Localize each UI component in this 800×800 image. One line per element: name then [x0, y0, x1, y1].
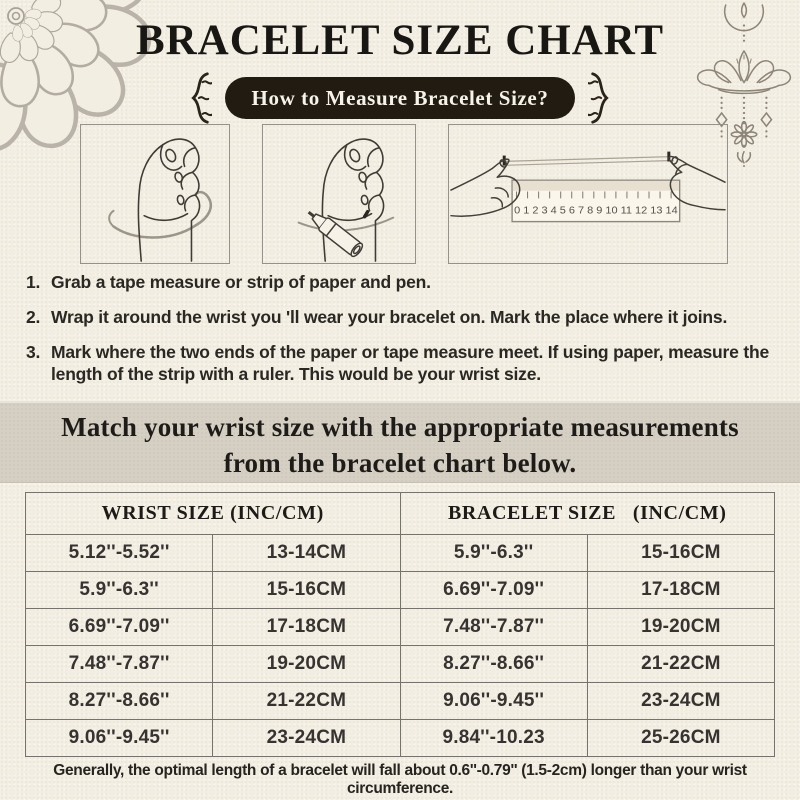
table-header-row: WRIST SIZE (INC/CM) BRACELET SIZE (INC/C… [25, 492, 775, 535]
table-cell: 19-20CM [586, 608, 776, 646]
step-text: Mark where the two ends of the paper or … [51, 341, 770, 384]
table-cell: 7.48''-7.87'' [24, 645, 214, 683]
step-2: 2. Wrap it around the wrist you 'll wear… [26, 307, 788, 329]
page-title: BRACELET SIZE CHART [135, 17, 665, 64]
curly-ornament-right-icon [588, 72, 610, 124]
wrist-size-header: WRIST SIZE (INC/CM) [25, 492, 401, 535]
badge-row: How to Measure Bracelet Size? [0, 71, 800, 125]
banner-line-2: from the bracelet chart below. [223, 447, 577, 478]
pen [307, 211, 364, 258]
illustration-measure-ruler: 0 1 2 3 4 5 6 7 8 9 10 11 12 13 14 [448, 124, 728, 264]
table-cell: 5.9''-6.3'' [399, 534, 588, 572]
table-row: 9.06''-9.45'' 23-24CM 9.84''-10.23 25-26… [24, 719, 776, 757]
wrist-mark-line [297, 216, 395, 232]
pen-mark [362, 210, 370, 219]
table-cell: 15-16CM [212, 571, 401, 609]
table-cell: 21-22CM [586, 645, 776, 683]
table-cell: 19-20CM [212, 645, 401, 683]
table-row: 5.9''-6.3'' 15-16CM 6.69''-7.09'' 17-18C… [24, 571, 776, 609]
table-cell: 8.27''-8.66'' [24, 682, 214, 720]
table-cell: 15-16CM [586, 534, 776, 572]
size-chart-table: WRIST SIZE (INC/CM) BRACELET SIZE (INC/C… [24, 492, 776, 757]
table-row: 6.69''-7.09'' 17-18CM 7.48''-7.87'' 19-2… [24, 608, 776, 646]
instruction-steps: 1. Grab a tape measure or strip of paper… [26, 272, 788, 399]
table-row: 8.27''-8.66'' 21-22CM 9.06''-9.45'' 23-2… [24, 682, 776, 720]
footer-note: Generally, the optimal length of a brace… [53, 762, 747, 797]
step-text: Wrap it around the wrist you 'll wear yo… [51, 306, 728, 327]
table-cell: 9.06''-9.45'' [24, 719, 214, 757]
paper-strip [500, 155, 674, 167]
table-row: 7.48''-7.87'' 19-20CM 8.27''-8.66'' 21-2… [24, 645, 776, 683]
table-cell: 17-18CM [586, 571, 776, 609]
bracelet-size-header: BRACELET SIZE (INC/CM) [399, 492, 775, 535]
step-3: 3. Mark where the two ends of the paper … [26, 342, 788, 386]
illustration-mark-pen [262, 124, 416, 264]
table-cell: 9.06''-9.45'' [399, 682, 588, 720]
fist-with-tape-illustration [108, 138, 212, 262]
table-row: 5.12''-5.52'' 13-14CM 5.9''-6.3'' 15-16C… [24, 534, 776, 572]
table-cell: 5.12''-5.52'' [24, 534, 214, 572]
hands-with-ruler-illustration: 0 1 2 3 4 5 6 7 8 9 10 11 12 13 14 [450, 151, 726, 223]
table-cell: 8.27''-8.66'' [399, 645, 588, 683]
step-number: 2. [26, 306, 41, 327]
table-cell: 21-22CM [212, 682, 401, 720]
ruler: 0 1 2 3 4 5 6 7 8 9 10 11 12 13 14 [511, 179, 681, 223]
illustration-wrap-tape [80, 124, 230, 264]
step-text: Grab a tape measure or strip of paper an… [51, 272, 431, 292]
table-cell: 6.69''-7.09'' [24, 608, 214, 646]
table-cell: 13-14CM [212, 534, 401, 572]
table-cell: 23-24CM [586, 682, 776, 720]
banner-line-1: Match your wrist size with the appropria… [61, 412, 739, 442]
table-cell: 17-18CM [212, 608, 401, 646]
step-number: 3. [26, 341, 41, 362]
table-cell: 25-26CM [586, 719, 776, 757]
fist-with-pen-illustration [297, 138, 395, 262]
left-hand [450, 158, 521, 217]
match-size-banner: Match your wrist size with the appropria… [0, 401, 800, 483]
table-cell: 23-24CM [212, 719, 401, 757]
table-cell: 9.84''-10.23 [399, 719, 588, 757]
right-hand [668, 155, 726, 211]
tape-measure-arc [108, 190, 212, 239]
how-to-measure-badge: How to Measure Bracelet Size? [224, 77, 576, 119]
table-cell: 5.9''-6.3'' [24, 571, 214, 609]
step-number: 1. [26, 272, 41, 292]
ruler-numbers: 0 1 2 3 4 5 6 7 8 9 10 11 12 13 14 [514, 206, 678, 217]
curly-ornament-left-icon [190, 72, 212, 124]
table-cell: 6.69''-7.09'' [399, 571, 588, 609]
table-cell: 7.48''-7.87'' [399, 608, 588, 646]
step-1: 1. Grab a tape measure or strip of paper… [26, 272, 788, 294]
